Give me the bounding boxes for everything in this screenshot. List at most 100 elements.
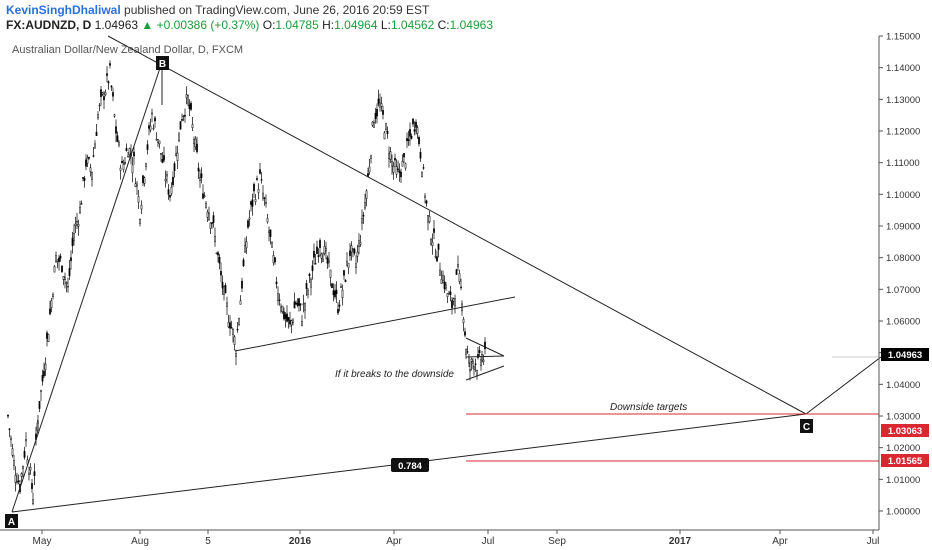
candle-body	[148, 125, 150, 129]
candle-body	[20, 473, 23, 477]
author-link[interactable]: KevinSinghDhaliwal	[6, 3, 121, 17]
candle-body	[164, 178, 167, 182]
candle-body	[358, 240, 360, 248]
candle-body	[7, 414, 9, 417]
candle-body	[22, 466, 24, 469]
candle-body	[109, 63, 111, 66]
candle-body	[107, 81, 110, 84]
price-tick-label: 1.03000	[886, 412, 920, 423]
point-a-label: A	[8, 517, 15, 528]
target2-tag	[881, 454, 929, 467]
price-tick-label: 1.12000	[886, 127, 920, 138]
time-tick-label: Sep	[548, 536, 566, 547]
candle-body	[217, 252, 219, 256]
candle-body	[253, 183, 255, 192]
candle-body	[311, 265, 314, 272]
candle-body	[11, 448, 14, 456]
candle-body	[308, 273, 311, 277]
chart-header: KevinSinghDhaliwal published on TradingV…	[0, 0, 932, 36]
candle-body	[145, 163, 147, 167]
candle-body	[277, 293, 279, 301]
candle-body	[286, 313, 288, 322]
candle-body	[445, 284, 447, 289]
pennant-top	[465, 337, 505, 357]
candle-body	[200, 173, 203, 178]
price-axis[interactable]: 1.15000 1.14000 1.13000 1.12000 1.11000 1.100…	[878, 32, 920, 531]
candle-body	[472, 361, 474, 364]
candle-body	[115, 126, 117, 134]
candle-body	[251, 199, 254, 207]
candle-body	[41, 375, 44, 382]
high-value: 1.04964	[334, 18, 378, 32]
ratio-label: 0.784	[398, 461, 422, 472]
candle-body	[473, 366, 475, 370]
candle-body	[283, 311, 285, 320]
candle-body	[332, 290, 335, 296]
candle-body	[10, 437, 12, 440]
candle-body	[122, 163, 125, 170]
candle-body	[427, 215, 429, 223]
time-axis[interactable]: May Aug 5 2016 Apr Jul Sep 2017 Apr Jul	[0, 529, 879, 547]
candle-body	[142, 175, 144, 183]
candle-body	[305, 283, 308, 289]
candle-body	[208, 212, 210, 220]
candle-body	[322, 258, 324, 262]
candle-body	[410, 135, 413, 139]
candle-body	[53, 266, 56, 273]
candle-body	[344, 279, 347, 282]
candle-body	[257, 189, 260, 193]
candle-body	[269, 229, 272, 237]
candle-body	[163, 155, 165, 161]
candle-body	[46, 332, 48, 339]
candle-body	[133, 151, 135, 157]
candle-body	[232, 328, 234, 335]
candle-body	[325, 248, 327, 251]
candle-body	[82, 177, 84, 179]
candle-body	[121, 160, 123, 164]
candle-body	[413, 129, 416, 132]
candle-body	[166, 174, 168, 177]
candle-body	[175, 153, 177, 156]
candle-body	[91, 171, 93, 180]
time-tick-label: 5	[205, 536, 211, 547]
candle-body	[395, 166, 398, 175]
candle-body	[199, 177, 201, 181]
candle-body	[106, 73, 108, 76]
candle-body	[361, 218, 363, 224]
candle-body	[425, 200, 428, 204]
candle-body	[430, 238, 432, 245]
candle-body	[442, 274, 444, 281]
candle-body	[380, 103, 383, 107]
last-price: 1.04963	[94, 18, 139, 32]
candle-body	[465, 349, 467, 355]
candle-body	[220, 270, 222, 276]
candle-body	[439, 269, 441, 276]
candle-body	[377, 98, 380, 105]
candle-body	[352, 248, 354, 250]
candle-body	[241, 280, 243, 289]
candle-body	[31, 483, 33, 489]
price-tick-label: 1.00000	[886, 507, 920, 518]
candle-body	[89, 167, 92, 172]
publish-line: KevinSinghDhaliwal published on TradingV…	[6, 3, 429, 17]
candle-body	[454, 298, 456, 307]
candle-body	[47, 334, 50, 342]
time-tick-label: Jul	[482, 536, 495, 547]
candle-body	[371, 121, 374, 126]
time-tick-label: May	[33, 536, 52, 547]
candle-body	[449, 291, 452, 296]
candle-body	[385, 123, 387, 130]
candle-body	[224, 285, 227, 294]
change-value: +0.00386 (+0.37%)	[156, 18, 260, 32]
candle-body	[62, 276, 65, 280]
candle-body	[176, 152, 179, 161]
candle-body	[71, 237, 74, 246]
candle-body	[58, 257, 60, 263]
candle-body	[187, 95, 189, 104]
candle-body	[178, 132, 180, 141]
candle-body	[295, 302, 297, 304]
candle-body	[347, 262, 350, 269]
candle-body	[247, 220, 249, 228]
candle-body	[215, 252, 218, 255]
